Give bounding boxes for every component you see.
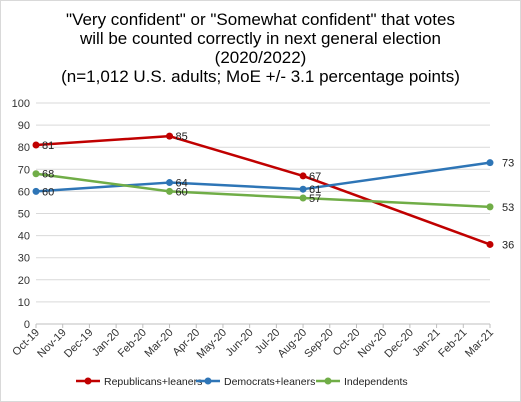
y-tick-label: 70	[18, 164, 30, 176]
data-point	[32, 170, 40, 178]
data-label: 60	[176, 186, 188, 198]
data-label: 57	[309, 193, 321, 205]
chart-title: "Very confident" or "Somewhat confident"…	[0, 10, 521, 86]
y-tick-label: 10	[18, 297, 30, 309]
data-point	[32, 187, 40, 195]
legend-swatch-marker	[324, 377, 332, 385]
y-tick-label: 40	[18, 231, 30, 243]
x-tick-label: Sep-20	[302, 327, 336, 361]
data-label: 81	[42, 140, 54, 152]
data-point	[486, 159, 494, 167]
legend-label: Republicans+leaners	[104, 376, 202, 388]
data-label: 36	[502, 239, 514, 251]
y-tick-label: 30	[18, 253, 30, 265]
series-line	[35, 161, 491, 193]
data-label: 64	[176, 178, 188, 190]
legend-label: Independents	[344, 376, 408, 388]
axes: 0102030405060708090100Oct-19Nov-19Dec-19…	[10, 98, 496, 361]
legend: Republicans+leaners Democrats+leaners Inde…	[76, 376, 408, 388]
x-tick-label: Aug-20	[276, 327, 310, 361]
data-point	[486, 240, 494, 248]
data-point	[299, 194, 307, 202]
x-tick-label: Feb-21	[436, 327, 469, 360]
data-label: 67	[309, 171, 321, 183]
data-point	[166, 187, 174, 195]
data-point	[166, 179, 174, 187]
x-tick-label: Feb-20	[116, 327, 149, 360]
data-label: 60	[42, 186, 54, 198]
data-point	[299, 172, 307, 180]
series-line	[35, 134, 491, 246]
x-tick-label: May-20	[195, 327, 229, 361]
y-tick-label: 60	[18, 186, 30, 198]
x-tick-label: Mar-21	[463, 327, 496, 360]
x-tick-label: Nov-20	[356, 327, 390, 361]
data-label: 85	[176, 131, 188, 143]
x-tick-label: Mar-20	[143, 327, 176, 360]
data-point	[486, 203, 494, 211]
grid	[36, 102, 490, 325]
data-label: 68	[42, 169, 54, 181]
legend-swatch-marker	[204, 377, 212, 385]
title-line-3: (2020/2022)	[214, 48, 307, 67]
title-line-1: "Very confident" or "Somewhat confident"…	[66, 10, 455, 29]
data-label: 73	[502, 158, 514, 170]
data-label: 53	[502, 202, 514, 214]
series-line	[35, 172, 491, 209]
y-tick-label: 50	[18, 209, 30, 221]
x-tick-label: Dec-19	[62, 327, 96, 361]
data-point	[166, 132, 174, 140]
legend-swatch-marker	[84, 377, 92, 385]
data-point	[299, 185, 307, 193]
title-line-2: will be counted correctly in next genera…	[80, 29, 441, 48]
y-tick-label: 80	[18, 142, 30, 154]
data-point	[32, 141, 40, 149]
data-label: 61	[309, 184, 321, 196]
y-tick-label: 100	[12, 98, 30, 110]
legend-label: Democrats+leaners	[224, 376, 315, 388]
x-tick-label: Dec-20	[382, 327, 416, 361]
y-tick-label: 90	[18, 120, 30, 132]
title-line-4: (n=1,012 U.S. adults; MoE +/- 3.1 percen…	[61, 67, 460, 86]
x-tick-label: Jun-20	[223, 327, 255, 359]
y-tick-label: 20	[18, 275, 30, 287]
y-tick-label: 0	[24, 319, 30, 331]
x-tick-label: Nov-19	[35, 327, 69, 361]
